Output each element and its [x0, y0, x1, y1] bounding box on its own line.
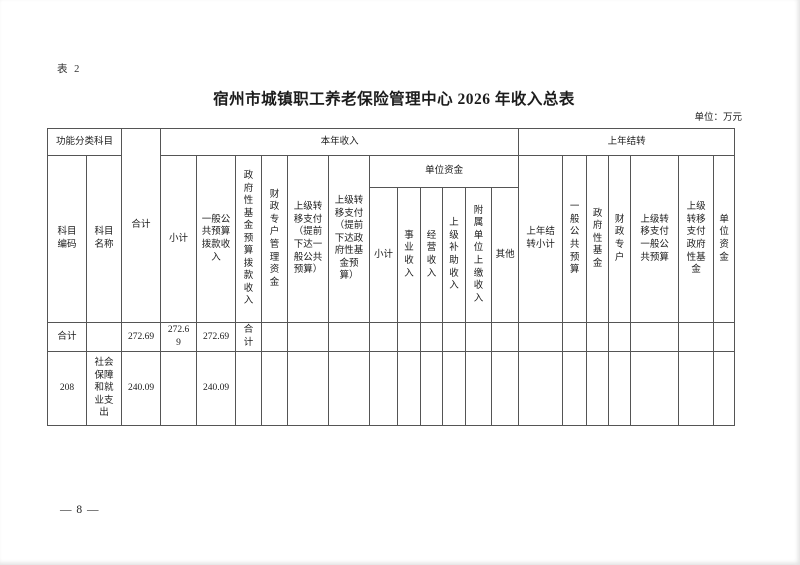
cell-total: 240.09 [121, 351, 162, 426]
cell-cy-general: 240.09 [196, 351, 237, 426]
unit-note: 单位：万元 [694, 113, 742, 123]
cell-cy-gov-fund [235, 351, 263, 426]
cell-uf-business [397, 351, 422, 426]
cell-co-tr-gen [630, 322, 680, 352]
header-total: 合计 [121, 128, 162, 323]
cell-co-general [562, 322, 588, 352]
cell-cy-tr-gen [287, 351, 330, 426]
header-unit-funds: 单位资金 [369, 155, 520, 188]
cell-co-subtotal [518, 351, 564, 426]
header-subject-code: 科目 编码 [47, 155, 87, 323]
cell-co-gov-fund [586, 351, 610, 426]
header-cy-general-budget: 一般公 共预算 拨款收 入 [196, 155, 237, 323]
cell-co-tr-fund [678, 322, 715, 352]
header-cy-subtotal: 小计 [160, 155, 198, 323]
cell-uf-subsidy [442, 322, 467, 352]
header-uf-business: 事 业 收 入 [397, 187, 422, 323]
cell-co-fiscal [608, 322, 632, 352]
header-co-subtotal: 上年结 转小计 [518, 155, 564, 323]
cell-cy-tr-gen [287, 322, 330, 352]
cell-uf-subsidy [442, 351, 467, 426]
cell-cy-tr-fund [328, 322, 371, 352]
table-tag: 表 2 [57, 64, 82, 75]
header-row-unit-funds: 小计 事 业 收 入 经 营 收 入 上 级 补 助 收 入 附 属 单 位 上… [48, 187, 735, 323]
header-uf-operating: 经 营 收 入 [420, 187, 444, 323]
cell-co-tr-gen [630, 351, 680, 426]
cell-uf-operating [420, 351, 444, 426]
cell-cy-general: 272.69 [196, 322, 237, 352]
header-cy-gov-fund: 政 府 性 基 金 预 算 拨 款 收 入 [235, 155, 263, 323]
header-row-groups: 功能分类科目 合计 本年收入 上年结转 [46, 128, 736, 323]
cell-cy-fiscal [261, 322, 289, 352]
header-carryover: 上年结转 [518, 128, 736, 156]
cell-cy-tr-fund [328, 351, 371, 426]
cell-co-unit [713, 351, 736, 426]
cell-co-fiscal [608, 351, 632, 426]
header-co-transfer-fund: 上级 转移 支付 政府 性基 金 [678, 155, 715, 323]
cell-cy-subtotal [160, 351, 198, 426]
cell-co-general [562, 351, 588, 426]
header-uf-affiliated: 附 属 单 位 上 缴 收 入 [465, 187, 493, 323]
cell-uf-other [491, 351, 520, 426]
cell-name: 社会 保障 和就 业支 出 [85, 351, 123, 426]
table-row-208: 208 社会 保障 和就 业支 出 240.09 240.09 [47, 351, 736, 426]
header-subject-name: 科目 名称 [85, 155, 123, 323]
cell-code: 合计 [47, 322, 87, 352]
cell-code: 208 [47, 351, 87, 426]
cell-uf-affiliated [465, 322, 493, 352]
header-cy-fiscal-account: 财 政 专 户 管 理 资 金 [261, 155, 289, 323]
header-uf-subtotal: 小计 [369, 187, 399, 323]
table-row-total: 合计 272.69 272.6 9 272.69 合 计 [47, 322, 736, 352]
cell-uf-operating [420, 322, 444, 352]
header-co-unit-funds: 单 位 资 金 [713, 155, 736, 323]
cell-total: 272.69 [121, 322, 162, 352]
header-current-year: 本年收入 [160, 128, 520, 156]
cell-co-subtotal [518, 322, 564, 352]
cell-cy-subtotal: 272.6 9 [160, 322, 198, 352]
header-cy-transfer-fund: 上级转 移支付 （提前 下达政 府性基 金预 算） [328, 155, 371, 323]
header-co-fiscal: 财 政 专 户 [608, 155, 632, 323]
cell-uf-other [491, 322, 520, 352]
cell-co-gov-fund [586, 322, 610, 352]
header-uf-other: 其他 [491, 187, 520, 323]
header-func-class: 功能分类科目 [46, 128, 123, 156]
header-uf-superior-subsidy: 上 级 补 助 收 入 [442, 187, 467, 323]
header-row-sub: 科目 编码 科目 名称 小计 一般公 共预算 拨款收 入 政 府 性 基 金 预… [47, 155, 736, 323]
cell-name [85, 322, 123, 352]
page-title: 宿州市城镇职工养老保险管理中心 2026 年收入总表 [213, 91, 575, 108]
cell-uf-business [397, 322, 422, 352]
header-co-gov-fund: 政 府 性 基 金 [586, 155, 610, 323]
cell-cy-fiscal [261, 351, 289, 426]
cell-cy-gov-fund: 合 计 [235, 322, 263, 352]
header-co-transfer-general: 上级转 移支付 一般公 共预算 [630, 155, 680, 323]
header-cy-transfer-general: 上级转 移支付 （提前 下达一 般公共 预算） [287, 155, 330, 323]
header-co-general: 一 般 公 共 预 算 [562, 155, 588, 323]
cell-uf-subtotal [369, 322, 399, 352]
income-summary-table: 功能分类科目 合计 本年收入 上年结转 科目 编码 科目 名称 小计 一般公 共… [46, 128, 736, 426]
cell-uf-subtotal [369, 351, 399, 426]
cell-uf-affiliated [465, 351, 493, 426]
page-number: — 8 — [60, 504, 100, 516]
cell-co-unit [713, 322, 736, 352]
cell-co-tr-fund [678, 351, 715, 426]
